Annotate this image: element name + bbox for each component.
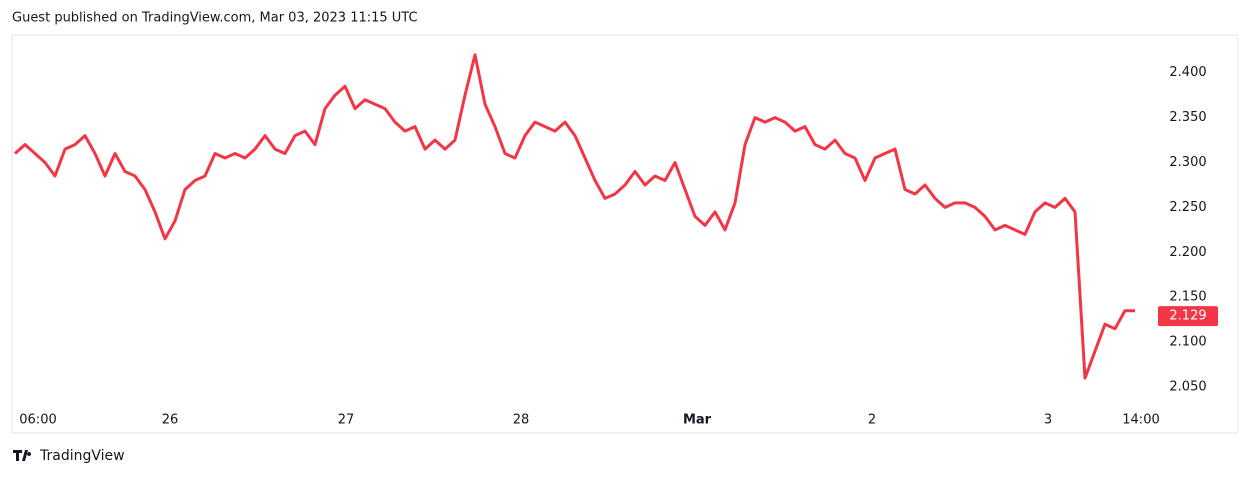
x-tick-label: 06:00 <box>19 413 56 428</box>
x-tick-label: 27 <box>338 413 355 428</box>
price-line <box>14 53 1135 380</box>
header: Guest published on TradingView.com, Mar … <box>12 11 418 26</box>
x-tick-label: 28 <box>513 413 530 428</box>
y-tick-label: 2.400 <box>1169 65 1206 80</box>
y-tick-label: 2.200 <box>1169 245 1206 260</box>
y-tick-label: 2.300 <box>1169 155 1206 170</box>
x-tick-label: Mar <box>683 413 712 428</box>
plot <box>14 53 1135 380</box>
last-price-label: 2.129 <box>1169 309 1206 324</box>
logo <box>13 450 32 461</box>
footer: TradingView <box>39 448 125 464</box>
y-tick-label: 2.350 <box>1169 110 1206 125</box>
y-tick-label: 2.250 <box>1169 200 1206 215</box>
y-tick-label: 2.050 <box>1169 380 1206 395</box>
x-tick-label: 26 <box>162 413 179 428</box>
y-tick-label: 2.100 <box>1169 335 1206 350</box>
x-tick-label: 3 <box>1044 413 1052 428</box>
frame <box>11 34 1239 434</box>
x-tick-label: 14:00 <box>1122 413 1159 428</box>
x-tick-label: 2 <box>868 413 876 428</box>
y-tick-label: 2.150 <box>1169 290 1206 305</box>
last-price-box <box>1158 306 1218 327</box>
